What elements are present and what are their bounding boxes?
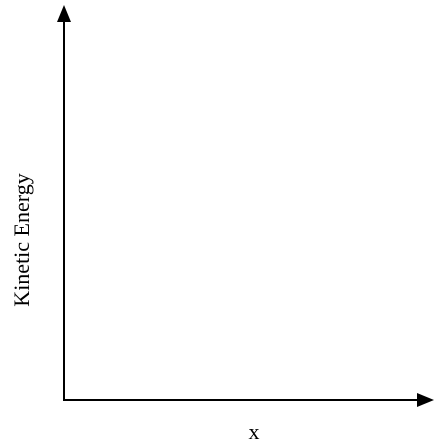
y-axis-arrow-icon: [57, 5, 71, 22]
y-axis-label: Kinetic Energy: [9, 173, 34, 307]
x-axis-label: x: [248, 419, 260, 444]
x-axis-arrow-icon: [417, 393, 434, 407]
